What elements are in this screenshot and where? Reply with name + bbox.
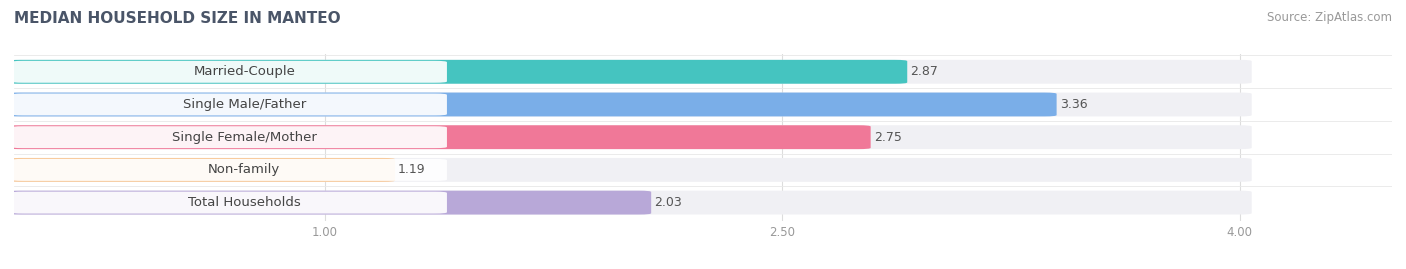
Text: 2.75: 2.75 [873, 131, 901, 144]
Text: Single Female/Mother: Single Female/Mother [172, 131, 316, 144]
Text: Non-family: Non-family [208, 163, 280, 176]
FancyBboxPatch shape [8, 191, 651, 215]
FancyBboxPatch shape [11, 159, 447, 181]
FancyBboxPatch shape [8, 125, 870, 149]
Text: Source: ZipAtlas.com: Source: ZipAtlas.com [1267, 11, 1392, 24]
FancyBboxPatch shape [8, 191, 1251, 215]
Text: 2.87: 2.87 [910, 65, 938, 78]
Text: Married-Couple: Married-Couple [193, 65, 295, 78]
FancyBboxPatch shape [8, 158, 1251, 182]
FancyBboxPatch shape [8, 158, 395, 182]
FancyBboxPatch shape [8, 60, 907, 84]
Text: Single Male/Father: Single Male/Father [183, 98, 307, 111]
FancyBboxPatch shape [8, 93, 1057, 116]
FancyBboxPatch shape [11, 61, 447, 83]
Text: 3.36: 3.36 [1060, 98, 1087, 111]
Text: 2.03: 2.03 [654, 196, 682, 209]
FancyBboxPatch shape [11, 126, 447, 148]
FancyBboxPatch shape [11, 192, 447, 214]
FancyBboxPatch shape [11, 94, 447, 115]
FancyBboxPatch shape [8, 60, 1251, 84]
Text: 1.19: 1.19 [398, 163, 426, 176]
Text: MEDIAN HOUSEHOLD SIZE IN MANTEO: MEDIAN HOUSEHOLD SIZE IN MANTEO [14, 11, 340, 26]
FancyBboxPatch shape [8, 93, 1251, 116]
FancyBboxPatch shape [8, 125, 1251, 149]
Text: Total Households: Total Households [188, 196, 301, 209]
